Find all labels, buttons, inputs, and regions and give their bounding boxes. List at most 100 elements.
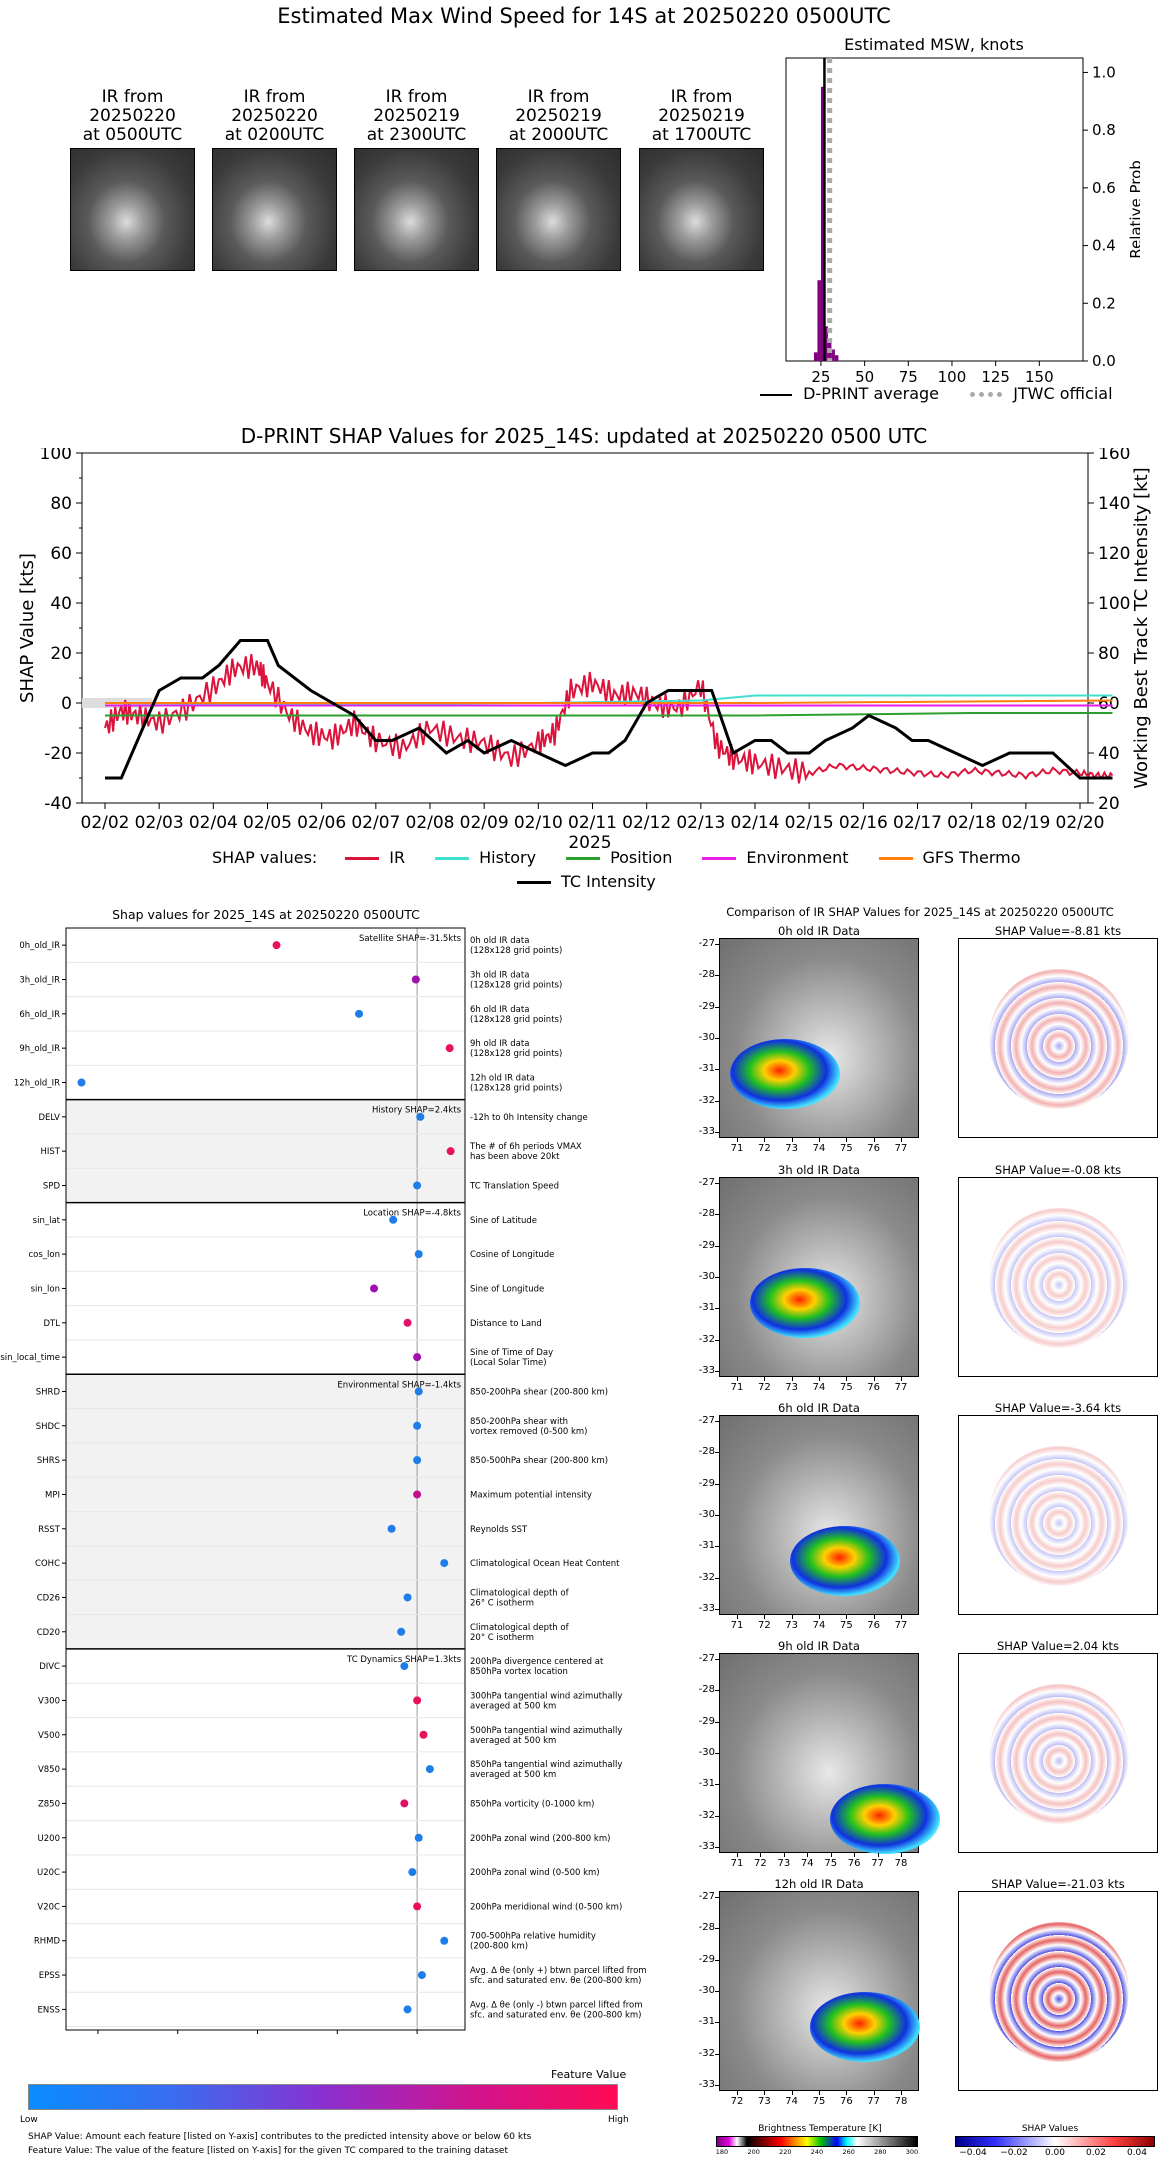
ir-xtick-label: 71 — [730, 1382, 744, 1393]
ir-ytick-label: -32 — [698, 1094, 715, 1106]
feature-name: 6h_old_IR — [19, 1010, 60, 1020]
feature-dot — [413, 1181, 422, 1190]
legend-swatch — [345, 857, 380, 860]
ir-xtick — [873, 1138, 875, 1142]
feature-name: sin_local_time — [0, 1353, 60, 1363]
ir-xtick — [819, 1377, 820, 1381]
msw-xtick-label: 25 — [811, 368, 830, 386]
group-shade — [66, 1099, 465, 1203]
feature-description: 3h old IR data — [470, 970, 529, 980]
ir-ytick — [715, 1577, 719, 1579]
sv-tick-label: 0.00 — [1044, 2148, 1066, 2158]
ir-xtick — [737, 2091, 738, 2095]
feature-description: Maximum potential intensity — [470, 1490, 592, 1500]
feature-description: The # of 6h periods VMAX — [469, 1142, 582, 1152]
ts-ytick-left-label: 40 — [50, 594, 72, 614]
sv-tick-label: −0.02 — [1000, 2148, 1028, 2158]
convection-blob — [830, 1784, 940, 1854]
ir-ytick — [715, 1659, 719, 1660]
msw-ytick-label: 0.0 — [1092, 352, 1116, 370]
shap-image-panel — [958, 1415, 1158, 1615]
ir-thumbnail — [70, 148, 195, 271]
legend-label: TC Intensity — [561, 872, 656, 891]
ir-panel-title: 12h old IR Data — [774, 1877, 864, 1891]
bt-tick-label: 280 — [874, 2148, 887, 2156]
feature-name: sin_lat — [33, 1216, 61, 1226]
ir-ytick-label: -32 — [698, 1333, 715, 1345]
feature-name: DIVC — [39, 1662, 60, 1672]
msw-ytick-label: 0.6 — [1092, 179, 1116, 197]
feature-name: SHRD — [36, 1387, 61, 1397]
ir-thumbnail — [496, 148, 621, 271]
feature-dot — [408, 1868, 417, 1877]
ir-xtick — [846, 1615, 848, 1619]
ir-xtick — [764, 1615, 766, 1619]
ts-ytick-left-label: 80 — [50, 494, 72, 514]
feature-description: 20° C isotherm — [470, 1633, 534, 1643]
bt-colorbar-title: Brightness Temperature [K] — [758, 2124, 882, 2134]
feature-description: Sine of Latitude — [470, 1216, 537, 1226]
ir-ytick — [715, 1214, 719, 1216]
msw-ytick-label: 1.0 — [1092, 63, 1116, 81]
ts-xtick-label: 02/18 — [947, 813, 996, 833]
ir-xtick-label: 74 — [785, 2096, 799, 2107]
ir-ytick-label: -31 — [698, 2016, 715, 2028]
feature-dot — [400, 1799, 409, 1808]
legend-swatch — [566, 857, 601, 860]
ts-ytick-left-label: 0 — [61, 694, 72, 714]
msw-ylabel: Relative Prob — [1127, 160, 1140, 259]
sv-tick-label: 0.02 — [1085, 2148, 1107, 2158]
ir-ytick — [715, 1132, 719, 1133]
feature-description: 500hPa tangential wind azimuthally — [470, 1726, 622, 1736]
ir-xtick-label: 72 — [757, 1382, 771, 1393]
feature-dot — [403, 1593, 412, 1602]
feature-dot — [411, 975, 420, 984]
feature-description: Sine of Time of Day — [470, 1348, 553, 1358]
bt-tick-label: 220 — [779, 2148, 792, 2156]
shap-image-panel — [958, 1891, 1158, 2091]
ts-xtick-label: 02/15 — [785, 813, 834, 833]
ts-xtick-label: 02/10 — [514, 813, 563, 833]
ir-xtick-label: 76 — [867, 1143, 881, 1154]
ir-ytick-label: -29 — [698, 1477, 715, 1489]
series-line-position — [105, 712, 1113, 717]
feature-dot — [403, 2005, 412, 2014]
feature-description: Avg. Δ θe (only +) btwn parcel lifted fr… — [470, 1966, 647, 1976]
ir-xtick-label: 71 — [730, 1620, 744, 1631]
shap-timeseries-title: D-PRINT SHAP Values for 2025_14S: update… — [240, 424, 928, 448]
feature-name: DELV — [38, 1113, 60, 1123]
ir-ytick — [715, 1483, 719, 1485]
feature-dot — [413, 1696, 422, 1705]
ir-xtick-label: 71 — [730, 1143, 744, 1154]
ir-ytick-label: -30 — [698, 1032, 715, 1043]
shap-heat-pattern — [989, 1922, 1129, 2062]
feature-dot — [413, 1353, 422, 1362]
legend-swatch — [878, 857, 913, 860]
shap-timeseries-legend: SHAP values: IR History Position Environment… — [0, 848, 1168, 898]
ir-ytick — [715, 1069, 719, 1071]
feature-description: 700-500hPa relative humidity — [470, 1932, 596, 1942]
ir-ytick-label: -27 — [698, 1177, 715, 1188]
msw-ytick-label: 0.4 — [1092, 237, 1116, 255]
ir-xtick-label: 72 — [754, 1858, 767, 1869]
ir-xtick — [846, 2091, 848, 2095]
ir-ytick — [715, 1784, 719, 1786]
ir-xtick-label: 77 — [871, 1858, 884, 1869]
ir-xtick-label: 74 — [812, 1143, 826, 1154]
ts-xtick-label: 02/03 — [135, 813, 184, 833]
ir-ytick-label: -30 — [698, 1747, 715, 1758]
ir-panel-title: 6h old IR Data — [778, 1401, 860, 1415]
ir-ytick-label: -28 — [698, 969, 715, 981]
msw-xtick-label: 50 — [855, 368, 874, 386]
ir-ytick — [715, 1245, 719, 1247]
feature-dot — [400, 1662, 409, 1671]
ts-ytick-left-label: 60 — [50, 544, 72, 564]
feature-dot — [414, 1833, 423, 1842]
ir-ytick-label: -28 — [698, 1922, 715, 1934]
ir-xtick-label: 77 — [894, 1143, 908, 1154]
ir-ytick — [715, 1897, 719, 1898]
ir-xtick-label: 77 — [894, 1382, 908, 1393]
ir-xtick — [791, 1138, 793, 1142]
feature-name: 0h_old_IR — [19, 941, 60, 951]
ir-image-panel — [719, 1891, 920, 2091]
